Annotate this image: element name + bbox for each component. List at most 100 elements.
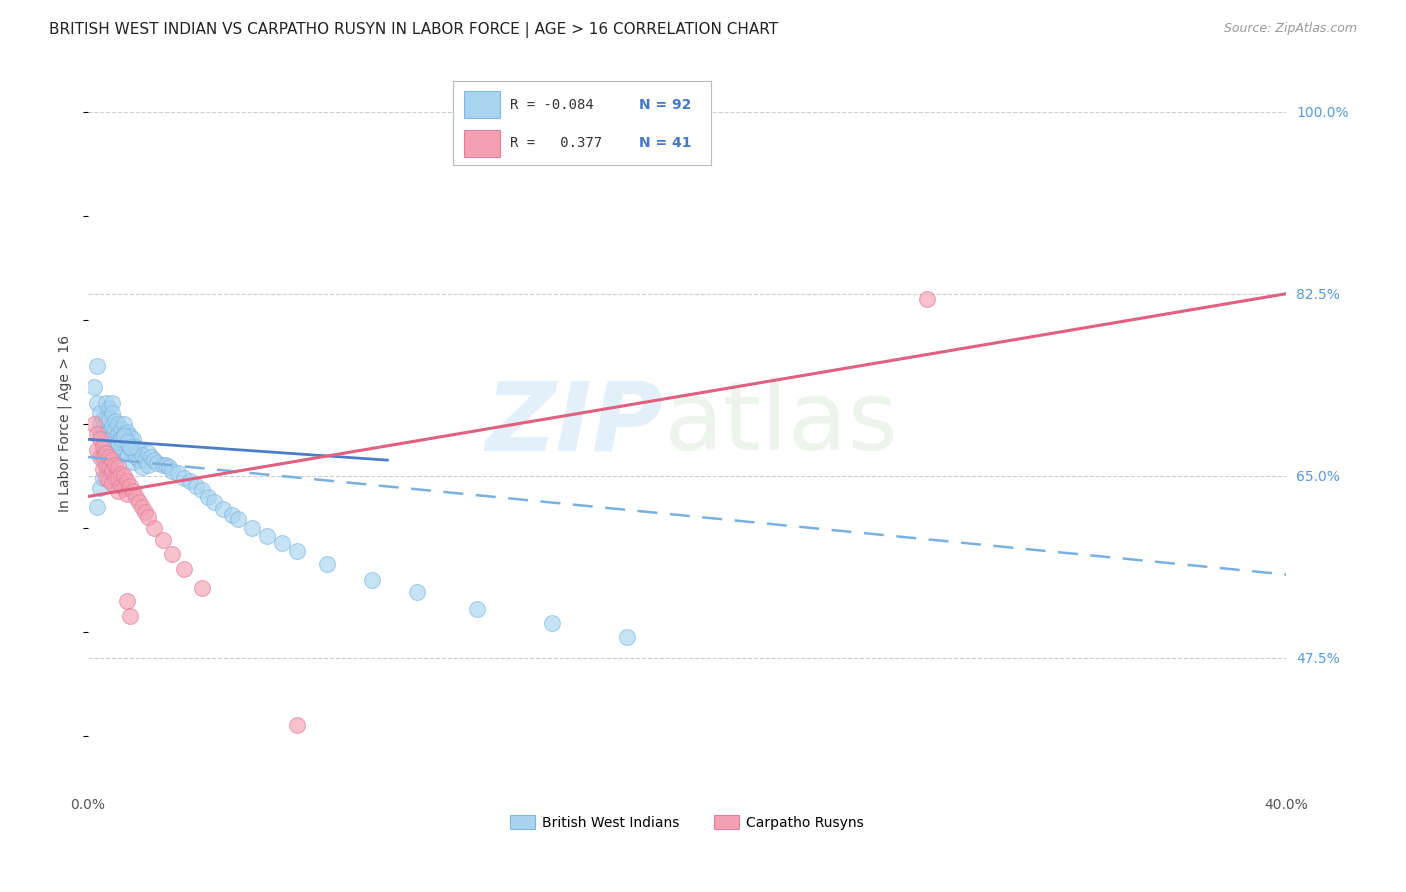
Point — [89, 433, 111, 447]
Text: ZIP: ZIP — [485, 377, 664, 470]
Point — [104, 435, 127, 450]
Point — [107, 460, 129, 475]
Point — [616, 630, 638, 644]
Point — [110, 442, 132, 457]
Point — [91, 462, 114, 476]
Point — [242, 521, 264, 535]
Point — [97, 450, 120, 464]
Point — [124, 490, 146, 504]
Point — [97, 411, 120, 425]
Point — [124, 450, 146, 464]
Point — [136, 510, 159, 524]
Point — [115, 474, 138, 488]
Point — [94, 460, 117, 475]
Point — [173, 562, 195, 576]
Point — [128, 494, 150, 508]
Point — [142, 521, 165, 535]
Point — [91, 471, 114, 485]
Point — [94, 471, 117, 485]
Point — [89, 406, 111, 420]
Point — [136, 446, 159, 460]
Point — [271, 536, 294, 550]
Point — [541, 616, 564, 631]
Point — [112, 417, 135, 431]
Point — [110, 433, 132, 447]
Point — [107, 437, 129, 451]
Point — [83, 380, 105, 394]
Point — [107, 471, 129, 485]
Point — [152, 533, 174, 548]
Point — [184, 479, 207, 493]
Point — [155, 458, 177, 473]
Point — [94, 411, 117, 425]
Point — [100, 475, 122, 490]
Point — [115, 425, 138, 439]
Point — [97, 435, 120, 450]
Point — [104, 458, 127, 473]
Point — [104, 422, 127, 436]
Point — [94, 427, 117, 442]
Point — [110, 433, 132, 447]
Point — [157, 460, 180, 475]
Point — [145, 456, 167, 470]
Point — [124, 440, 146, 454]
Point — [112, 468, 135, 483]
Point — [173, 471, 195, 485]
Point — [91, 422, 114, 436]
Point — [97, 401, 120, 416]
Point — [100, 406, 122, 420]
Point — [94, 396, 117, 410]
Point — [465, 602, 488, 616]
Text: Source: ZipAtlas.com: Source: ZipAtlas.com — [1223, 22, 1357, 36]
Point — [166, 466, 188, 480]
Point — [121, 442, 143, 457]
Point — [136, 458, 159, 473]
Point — [107, 484, 129, 499]
Point — [134, 453, 156, 467]
Point — [86, 396, 108, 410]
Point — [256, 529, 278, 543]
Point — [107, 435, 129, 450]
Text: atlas: atlas — [664, 377, 898, 470]
Point — [91, 440, 114, 454]
Point — [221, 508, 243, 523]
Point — [197, 490, 219, 504]
Point — [100, 418, 122, 433]
Point — [86, 359, 108, 374]
Point — [100, 433, 122, 447]
Point — [110, 467, 132, 481]
Point — [190, 483, 212, 498]
Point — [83, 417, 105, 431]
Point — [211, 502, 233, 516]
Point — [121, 433, 143, 447]
Point — [131, 500, 153, 514]
Point — [94, 446, 117, 460]
Point — [118, 440, 141, 454]
Point — [112, 437, 135, 451]
Point — [86, 442, 108, 457]
Point — [94, 458, 117, 473]
Point — [91, 437, 114, 451]
Point — [152, 458, 174, 473]
Point — [100, 396, 122, 410]
Point — [100, 453, 122, 467]
Point — [406, 585, 429, 599]
Point — [89, 427, 111, 442]
Point — [89, 417, 111, 431]
Point — [131, 448, 153, 462]
Point — [91, 448, 114, 462]
Point — [134, 505, 156, 519]
Point — [107, 417, 129, 431]
Point — [110, 479, 132, 493]
Point — [287, 718, 309, 732]
Point — [104, 440, 127, 454]
Point — [97, 425, 120, 439]
Point — [160, 547, 183, 561]
Point — [107, 427, 129, 442]
Point — [100, 446, 122, 460]
Point — [115, 435, 138, 450]
Point — [316, 557, 339, 571]
Point — [118, 609, 141, 624]
Point — [287, 543, 309, 558]
Point — [110, 422, 132, 436]
